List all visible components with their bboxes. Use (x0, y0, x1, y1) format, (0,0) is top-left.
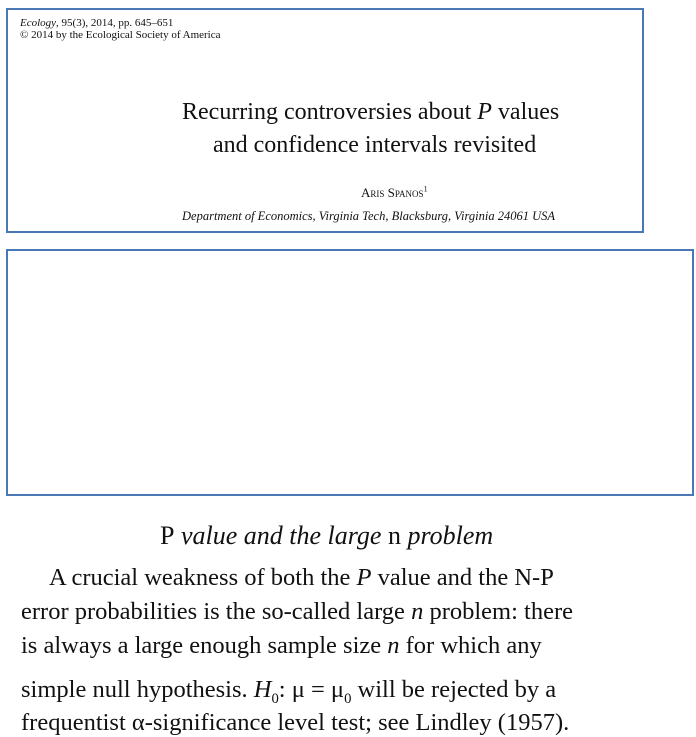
heading-n: n (387, 521, 401, 550)
journal-volume-pages: , 95(3), 2014, pp. 645–651 (56, 17, 174, 29)
article-header-panel: Ecology, 95(3), 2014, pp. 645–651 © 2014… (6, 8, 644, 233)
copyright-notice: © 2014 by the Ecological Society of Amer… (20, 29, 221, 41)
line4-text-c: will be rejected by a (351, 676, 557, 703)
line1-p-italic: P (356, 564, 372, 591)
line2-text-b: problem: there (423, 598, 573, 625)
heading-text-a: value and the large (174, 521, 388, 550)
journal-name: Ecology (20, 17, 57, 29)
line2-text-a: error probabilities is the so-called lar… (21, 598, 412, 625)
line3-text-b: for which any (399, 632, 542, 659)
excerpt-line-2: error probabilities is the so-called lar… (21, 598, 573, 626)
excerpt-line-4: simple null hypothesis. H0: μ = μ0 will … (21, 676, 557, 707)
line3-text-a: is always a large enough sample size (21, 632, 388, 659)
title-p-italic: P (477, 99, 492, 125)
line1-text-a: A crucial weakness of both the (49, 564, 357, 591)
title-text-a: Recurring controversies about (182, 99, 478, 125)
journal-citation: Ecology, 95(3), 2014, pp. 645–651 (20, 17, 173, 29)
article-title-line-2: and confidence intervals revisited (213, 132, 537, 158)
line4-h-italic: H (253, 676, 272, 703)
article-title-line-1: Recurring controversies about P values (182, 98, 559, 126)
line4-text-b: : μ = μ (278, 676, 345, 703)
title-text-b: values (491, 99, 560, 125)
author-name-text: Aris Spanos (361, 185, 424, 200)
line3-n-italic: n (387, 632, 400, 659)
author-footnote-mark: 1 (423, 184, 428, 194)
line4-h-subscript: 0 (271, 690, 279, 707)
excerpt-line-1: A crucial weakness of both the P value a… (49, 564, 554, 592)
line1-text-b: value and the N-P (371, 564, 554, 591)
excerpt-line-3: is always a large enough sample size n f… (21, 632, 542, 660)
author-name: Aris Spanos1 (361, 184, 428, 200)
line4-text-a: simple null hypothesis. (21, 676, 254, 703)
heading-text-b: problem (400, 521, 494, 550)
line2-n-italic: n (411, 598, 424, 625)
excerpt-panel: P value and the large n problem A crucia… (6, 249, 694, 736)
section-heading: P value and the large n problem (160, 521, 493, 551)
heading-p: P (160, 521, 175, 550)
excerpt-line-5: frequentist α-significance level test; s… (21, 709, 570, 736)
author-affiliation: Department of Economics, Virginia Tech, … (182, 209, 555, 223)
line4-mu-subscript: 0 (344, 690, 352, 707)
